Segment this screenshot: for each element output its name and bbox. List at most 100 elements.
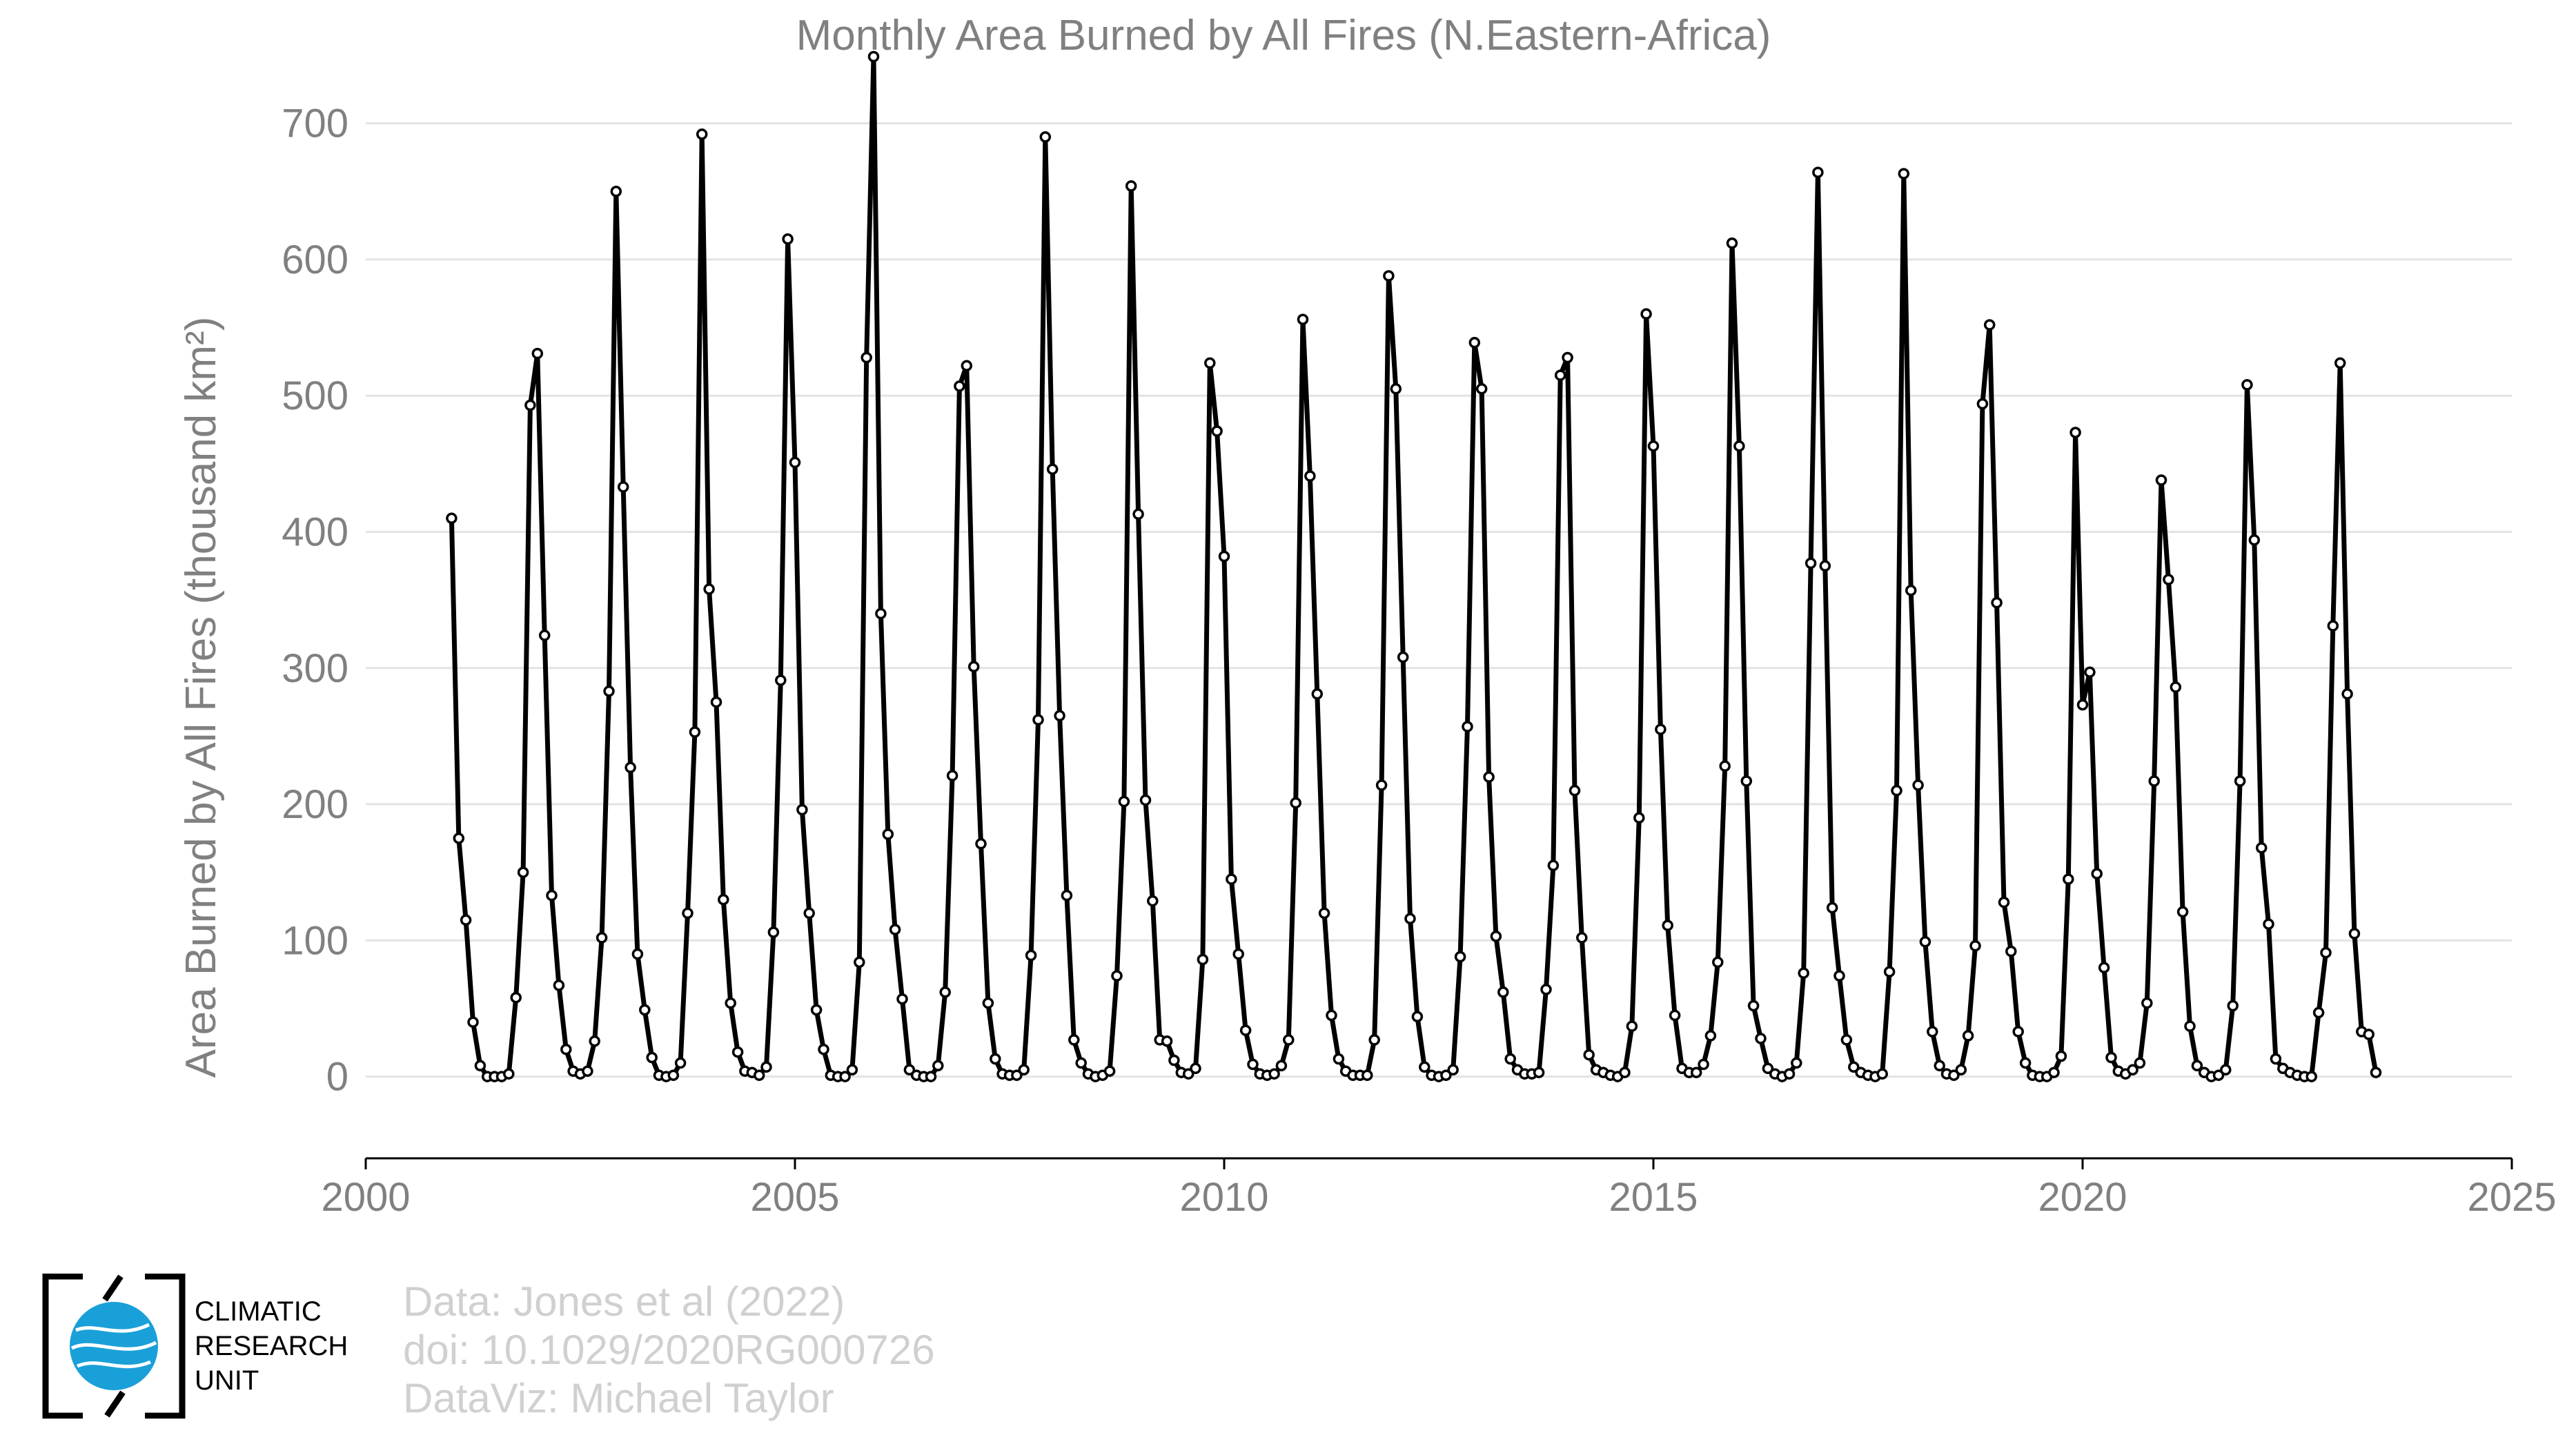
data-point bbox=[1798, 967, 1809, 979]
data-point bbox=[2227, 1000, 2239, 1012]
data-point bbox=[925, 1071, 937, 1082]
data-point bbox=[1497, 986, 1509, 998]
data-point bbox=[1840, 1034, 1853, 1046]
data-point bbox=[1712, 956, 1724, 968]
data-point bbox=[1962, 1030, 1974, 1042]
data-point bbox=[2063, 873, 2074, 885]
data-point bbox=[818, 1043, 829, 1055]
data-point bbox=[1569, 785, 1581, 797]
data-point bbox=[2305, 1071, 2317, 1082]
data-point bbox=[1361, 1069, 1373, 1081]
data-point bbox=[731, 1046, 744, 1058]
data-point bbox=[1447, 1064, 1459, 1076]
data-point bbox=[1311, 688, 1324, 700]
data-point bbox=[2327, 620, 2339, 632]
data-point bbox=[725, 997, 736, 1009]
data-point bbox=[2155, 474, 2167, 486]
data-point bbox=[1554, 369, 1566, 381]
data-point bbox=[1475, 383, 1488, 395]
data-point bbox=[1991, 596, 2003, 609]
data-point bbox=[1390, 383, 1402, 395]
data-point bbox=[1876, 1068, 1888, 1080]
globe-icon bbox=[70, 1302, 158, 1390]
credit-data-source: Data: Jones et al (2022) bbox=[403, 1278, 845, 1325]
data-point bbox=[889, 924, 901, 935]
y-tick-labels: 0 100 200 300 400 500 600 700 bbox=[282, 101, 348, 1100]
data-point bbox=[2176, 906, 2189, 918]
data-point bbox=[524, 399, 536, 411]
y-tick-label: 600 bbox=[282, 237, 348, 282]
data-point bbox=[1032, 714, 1044, 726]
data-point bbox=[1039, 131, 1052, 143]
data-point bbox=[1161, 1035, 1173, 1047]
data-point bbox=[1218, 550, 1230, 563]
data-point bbox=[1111, 970, 1123, 982]
data-point bbox=[2091, 868, 2103, 879]
data-point bbox=[2212, 1069, 2225, 1081]
data-point bbox=[1018, 1064, 1030, 1076]
data-point bbox=[1655, 723, 1666, 735]
data-point bbox=[531, 347, 544, 360]
data-point bbox=[1533, 1067, 1545, 1078]
data-point bbox=[703, 583, 715, 595]
data-point bbox=[1898, 168, 1910, 179]
data-point bbox=[546, 889, 558, 902]
data-point bbox=[1755, 1033, 1767, 1044]
data-point bbox=[1690, 1067, 1702, 1078]
data-point bbox=[1462, 721, 1473, 732]
data-point bbox=[667, 1069, 680, 1081]
data-point bbox=[1669, 1009, 1681, 1022]
cru-logo bbox=[41, 1273, 186, 1419]
data-point bbox=[1504, 1053, 1516, 1065]
data-point bbox=[2005, 945, 2017, 957]
data-point bbox=[1025, 949, 1037, 962]
data-point bbox=[1468, 337, 1481, 349]
data-point bbox=[1411, 1011, 1424, 1023]
credit-doi: doi: 10.1029/2020RG000726 bbox=[403, 1327, 935, 1373]
y-tick-label: 100 bbox=[282, 918, 348, 963]
data-point bbox=[1583, 1049, 1595, 1061]
data-point bbox=[2069, 427, 2081, 438]
data-point bbox=[1404, 913, 1416, 925]
data-point bbox=[939, 986, 951, 998]
data-point bbox=[1132, 508, 1144, 520]
data-point bbox=[1633, 812, 1645, 824]
data-point bbox=[1454, 951, 1466, 963]
data-point bbox=[1919, 936, 1931, 948]
x-tick-label: 2010 bbox=[1179, 1175, 1268, 1220]
data-point bbox=[810, 1004, 823, 1016]
y-tick-label: 300 bbox=[282, 646, 348, 691]
data-point bbox=[2141, 997, 2153, 1009]
data-point bbox=[1647, 440, 1660, 452]
data-point bbox=[2320, 946, 2332, 959]
data-point bbox=[1275, 1060, 1288, 1072]
data-point bbox=[467, 1016, 479, 1028]
data-point bbox=[1068, 1034, 1080, 1046]
data-point bbox=[1297, 313, 1309, 325]
data-point bbox=[753, 1069, 765, 1081]
data-point bbox=[1626, 1020, 1638, 1032]
data-point bbox=[610, 186, 622, 197]
data-point bbox=[2055, 1050, 2067, 1062]
data-point bbox=[1125, 180, 1137, 192]
data-point bbox=[1833, 970, 1845, 982]
data-point bbox=[1168, 1054, 1180, 1067]
data-point bbox=[1283, 1034, 1295, 1046]
data-point bbox=[1547, 859, 1560, 872]
data-point bbox=[861, 351, 872, 364]
data-point bbox=[967, 661, 980, 673]
data-point bbox=[1912, 779, 1924, 791]
data-point bbox=[2234, 775, 2246, 787]
x-tick-label: 2005 bbox=[750, 1175, 839, 1220]
data-point bbox=[932, 1060, 944, 1072]
data-point bbox=[1662, 919, 1673, 931]
data-point bbox=[710, 696, 722, 708]
data-point bbox=[867, 50, 880, 63]
data-point bbox=[1304, 470, 1316, 482]
data-point bbox=[696, 128, 708, 140]
data-points bbox=[446, 50, 2382, 1082]
data-point bbox=[2084, 666, 2096, 678]
data-point bbox=[1061, 889, 1073, 902]
data-point bbox=[510, 991, 522, 1004]
data-point bbox=[1826, 902, 1838, 914]
